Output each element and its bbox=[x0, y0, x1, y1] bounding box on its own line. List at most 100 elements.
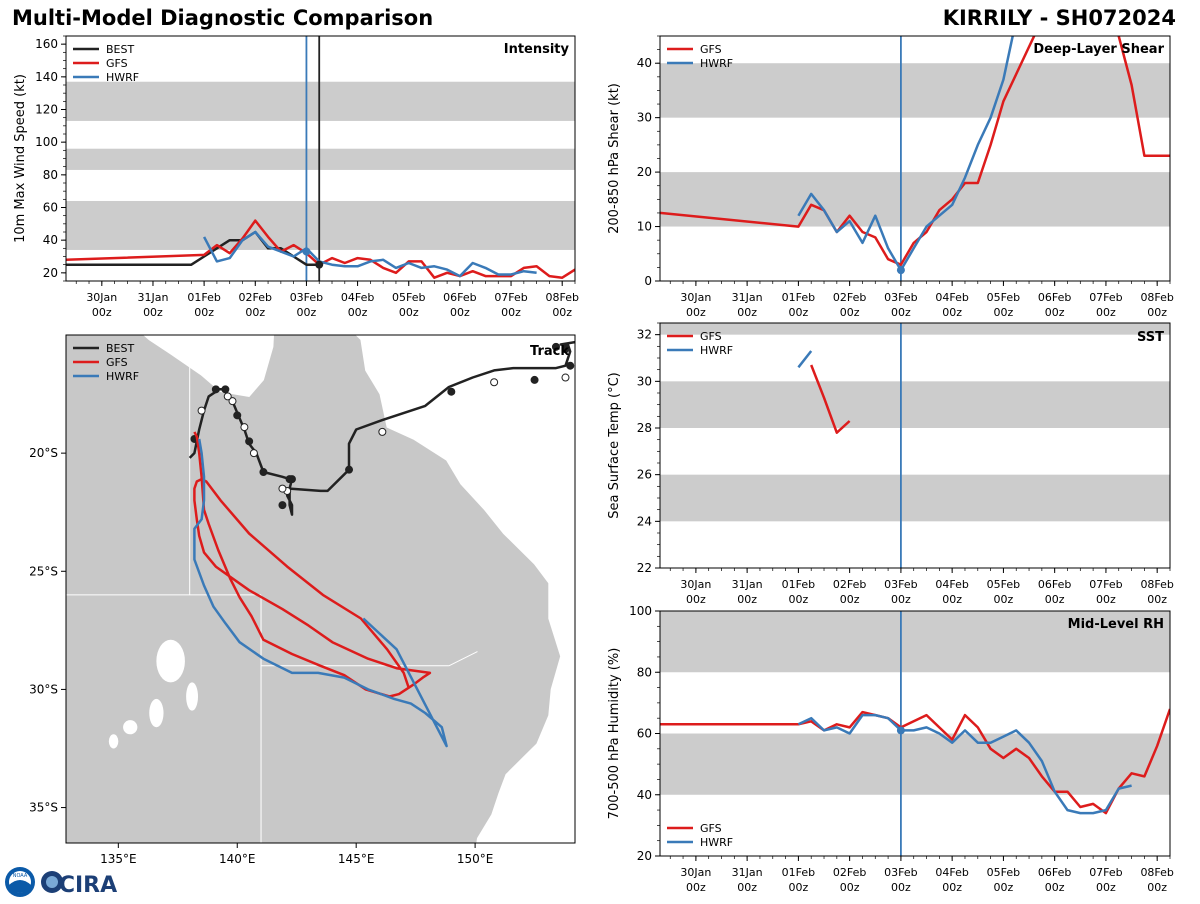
sst-xtick-label: 07Feb bbox=[1089, 578, 1122, 591]
sst-title: SST bbox=[1137, 330, 1164, 345]
intensity-xtick-label: 06Feb bbox=[443, 291, 476, 304]
track-xtick-label: 150°E bbox=[457, 852, 494, 866]
track-point bbox=[233, 411, 242, 420]
intensity-xtick-sublabel: 00z bbox=[501, 306, 521, 319]
track-point bbox=[278, 484, 287, 493]
intensity-xtick-sublabel: 00z bbox=[143, 306, 163, 319]
sst-ytick-label: 26 bbox=[637, 468, 652, 482]
intensity-xtick-sublabel: 00z bbox=[297, 306, 317, 319]
shear-series-gfs bbox=[660, 36, 1170, 266]
rh-xtick-sublabel: 00z bbox=[891, 881, 911, 894]
sst-legend-label-hwrf: HWRF bbox=[700, 344, 733, 357]
rh-ytick-label: 100 bbox=[629, 604, 652, 618]
shear-xtick-sublabel: 00z bbox=[789, 306, 809, 319]
shear-plot-area bbox=[660, 36, 1170, 281]
intensity-ylabel: 10m Max Wind Speed (kt) bbox=[13, 74, 28, 243]
shear-xtick-label: 30Jan bbox=[680, 291, 711, 304]
sst-xtick-label: 02Feb bbox=[833, 578, 866, 591]
rh-xtick-label: 30Jan bbox=[680, 866, 711, 879]
rh-xtick-sublabel: 00z bbox=[1096, 881, 1116, 894]
shear-ytick-label: 30 bbox=[637, 111, 652, 125]
track-point bbox=[345, 465, 354, 474]
shear-xtick-sublabel: 00z bbox=[891, 306, 911, 319]
lake bbox=[123, 720, 138, 735]
track-point bbox=[278, 501, 287, 510]
rh-legend-label-gfs: GFS bbox=[700, 822, 722, 835]
intensity-xtick-label: 02Feb bbox=[239, 291, 272, 304]
intensity-ytick-label: 120 bbox=[35, 103, 58, 117]
rh-xtick-sublabel: 00z bbox=[789, 881, 809, 894]
intensity-xtick-sublabel: 00z bbox=[348, 306, 368, 319]
intensity-ytick-label: 20 bbox=[43, 266, 58, 280]
track-point bbox=[561, 345, 570, 354]
rh-ytick-label: 20 bbox=[637, 849, 652, 863]
shear-ytick-label: 10 bbox=[637, 220, 652, 234]
shear-xtick-label: 05Feb bbox=[987, 291, 1020, 304]
shear-ytick-label: 20 bbox=[637, 165, 652, 179]
shear-xtick-sublabel: 00z bbox=[1096, 306, 1116, 319]
track-point bbox=[285, 475, 294, 484]
noaa-logo-icon: NOAA bbox=[5, 867, 35, 897]
intensity-xtick-label: 07Feb bbox=[494, 291, 527, 304]
rh-xtick-sublabel: 00z bbox=[686, 881, 706, 894]
agency-logos: NOAA CIRA bbox=[4, 866, 124, 904]
lake bbox=[156, 639, 185, 683]
sst-band bbox=[660, 474, 1170, 522]
storm-title: KIRRILY - SH072024 bbox=[942, 6, 1176, 30]
panel-intensity: 20 40 60 80 100 120 140 160 30Jan 00z 31Jan 00z 01Fe… bbox=[13, 35, 579, 319]
rh-plot-area bbox=[660, 611, 1170, 856]
intensity-ytick-label: 160 bbox=[35, 37, 58, 51]
shear-xtick-label: 31Jan bbox=[732, 291, 763, 304]
track-frame bbox=[65, 334, 576, 844]
shear-xtick-sublabel: 00z bbox=[994, 306, 1014, 319]
track-series-gfs bbox=[193, 431, 432, 698]
track-point bbox=[221, 385, 230, 394]
intensity-xtick-sublabel: 00z bbox=[194, 306, 214, 319]
sst-xtick-label: 04Feb bbox=[935, 578, 968, 591]
panel-track: 135°E 140°E 145°E 150°E 20°S 25°S 30°S 35°S Trac… bbox=[29, 334, 576, 866]
track-point bbox=[490, 378, 499, 387]
track-legend-label-gfs: GFS bbox=[106, 356, 128, 369]
intensity-band bbox=[66, 81, 575, 121]
lake bbox=[149, 698, 164, 728]
track-xtick-label: 135°E bbox=[100, 852, 137, 866]
intensity-xtick-label: 30Jan bbox=[86, 291, 117, 304]
rh-xtick-label: 06Feb bbox=[1038, 866, 1071, 879]
rh-xtick-label: 01Feb bbox=[782, 866, 815, 879]
track-point bbox=[197, 406, 206, 415]
sst-xtick-sublabel: 00z bbox=[1045, 593, 1065, 606]
rh-band bbox=[660, 733, 1170, 795]
intensity-marker bbox=[302, 247, 311, 256]
sst-series-gfs bbox=[810, 364, 851, 434]
shear-xtick-label: 02Feb bbox=[833, 291, 866, 304]
sst-xtick-sublabel: 00z bbox=[789, 593, 809, 606]
intensity-ytick-label: 100 bbox=[35, 135, 58, 149]
sst-xtick-label: 01Feb bbox=[782, 578, 815, 591]
track-point bbox=[249, 449, 258, 458]
track-point bbox=[566, 361, 575, 370]
intensity-marker bbox=[315, 260, 324, 269]
intensity-xtick-label: 05Feb bbox=[392, 291, 425, 304]
sst-xtick-label: 30Jan bbox=[680, 578, 711, 591]
intensity-legend-label-hwrf: HWRF bbox=[106, 71, 139, 84]
shear-series-hwrf bbox=[797, 36, 1014, 272]
page-title: Multi-Model Diagnostic Comparison bbox=[12, 6, 434, 30]
intensity-legend-label-best: BEST bbox=[106, 43, 134, 56]
rh-series-hwrf bbox=[797, 713, 1132, 815]
shear-legend-label-gfs: GFS bbox=[700, 43, 722, 56]
cira-logo-icon: CIRA bbox=[41, 871, 117, 898]
intensity-xtick-sublabel: 00z bbox=[450, 306, 470, 319]
shear-xtick-sublabel: 00z bbox=[1147, 306, 1167, 319]
intensity-legend-label-gfs: GFS bbox=[106, 57, 128, 70]
rh-xtick-label: 02Feb bbox=[833, 866, 866, 879]
rh-marker bbox=[896, 726, 905, 735]
sst-ylabel: Sea Surface Temp (°C) bbox=[607, 372, 622, 519]
rh-xtick-label: 05Feb bbox=[987, 866, 1020, 879]
track-point bbox=[211, 385, 220, 394]
track-point bbox=[223, 392, 232, 401]
noaa-logo-label: NOAA bbox=[13, 873, 28, 879]
track-map-area bbox=[66, 335, 575, 843]
shear-xtick-label: 07Feb bbox=[1089, 291, 1122, 304]
intensity-ytick-label: 60 bbox=[43, 201, 58, 215]
